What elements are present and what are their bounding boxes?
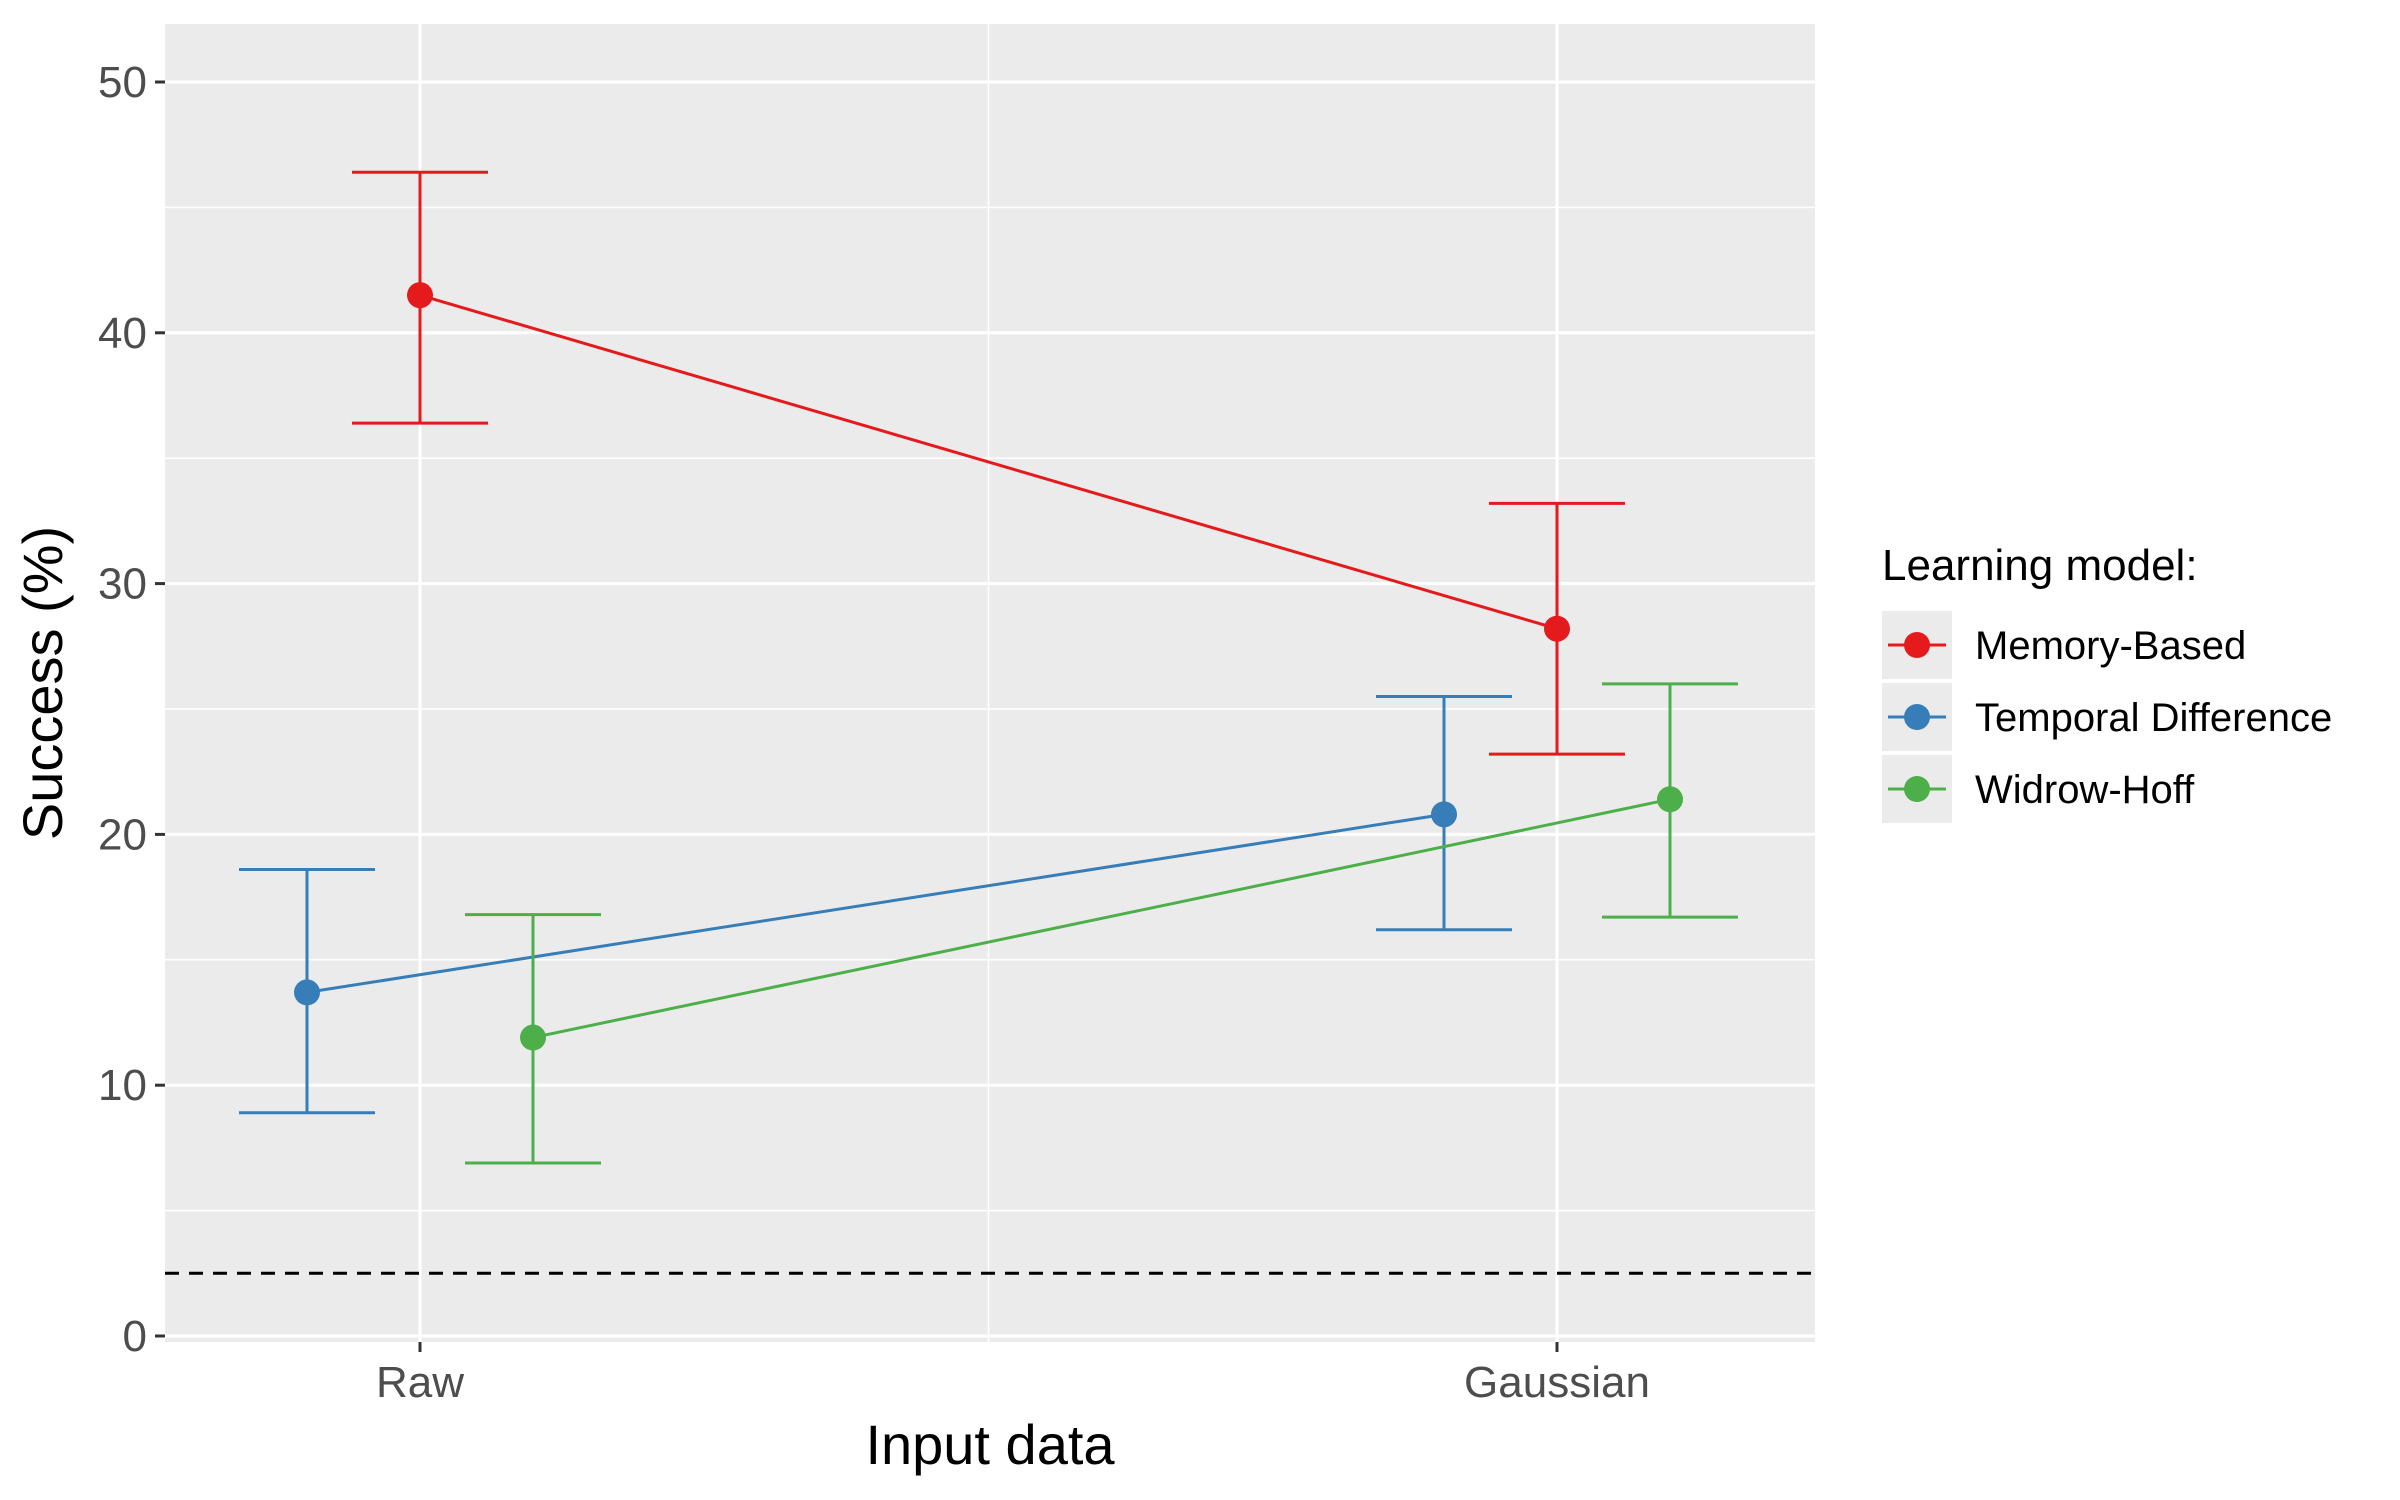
series-widrow-hoff bbox=[465, 682, 1738, 1165]
minor-grid bbox=[165, 24, 1815, 1342]
y-tick-label: 50 bbox=[98, 58, 147, 107]
x-axis-title: Input data bbox=[865, 1413, 1115, 1476]
legend-item: Memory-Based bbox=[1882, 611, 2246, 679]
data-point bbox=[1657, 786, 1683, 813]
data-point bbox=[407, 282, 433, 309]
legend-key-point bbox=[1904, 776, 1930, 802]
series-line bbox=[532, 797, 1671, 1040]
legend-label: Widrow-Hoff bbox=[1975, 768, 2195, 812]
y-tick-label: 10 bbox=[98, 1061, 147, 1110]
data-point bbox=[1431, 801, 1457, 828]
legend-item: Widrow-Hoff bbox=[1882, 755, 2195, 823]
panel-background bbox=[165, 24, 1815, 1342]
y-axis-title: Success (%) bbox=[11, 526, 74, 840]
series-temporal-difference bbox=[239, 694, 1512, 1115]
axes-layer: 0 10 20 30 40 50 Raw Gaussian bbox=[98, 58, 1650, 1407]
y-tick-label: 0 bbox=[123, 1312, 147, 1361]
data-point bbox=[520, 1024, 546, 1051]
series-memory-based bbox=[352, 170, 1625, 756]
data-point bbox=[294, 979, 320, 1006]
x-tick-label: Gaussian bbox=[1464, 1358, 1650, 1407]
data-point bbox=[1544, 615, 1570, 642]
legend-label: Temporal Difference bbox=[1975, 696, 2332, 740]
x-tick-label: Raw bbox=[376, 1358, 464, 1407]
legend-label: Memory-Based bbox=[1975, 624, 2246, 668]
y-tick-label: 20 bbox=[98, 810, 147, 859]
legend-item: Temporal Difference bbox=[1882, 683, 2332, 751]
legend-key-point bbox=[1904, 704, 1930, 730]
series-line bbox=[419, 293, 1558, 631]
legend-title: Learning model: bbox=[1882, 541, 2198, 590]
y-tick-label: 40 bbox=[98, 309, 147, 358]
legend-key-point bbox=[1904, 632, 1930, 658]
legend: Learning model: Memory-Based Temporal Dif… bbox=[1882, 541, 2332, 823]
legend-items: Memory-Based Temporal Difference Widrow-Ho… bbox=[1882, 611, 2332, 823]
series-layer bbox=[239, 170, 1738, 1165]
y-tick-label: 30 bbox=[98, 560, 147, 609]
series-line bbox=[306, 812, 1445, 994]
